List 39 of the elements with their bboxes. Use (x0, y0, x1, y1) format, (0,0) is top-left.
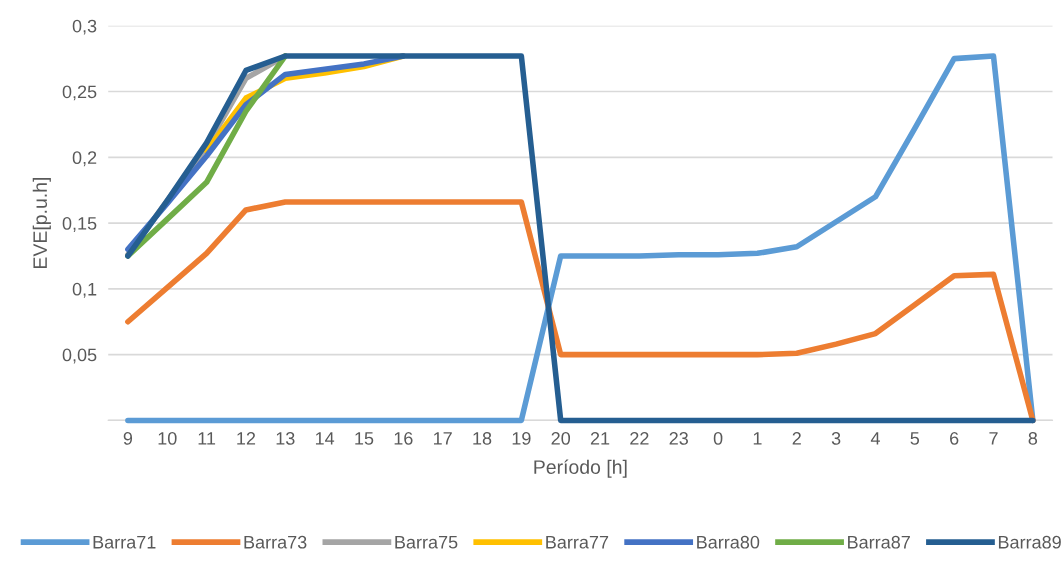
y-tick-label: 0,25 (62, 85, 97, 101)
x-tick-label: 4 (870, 432, 880, 445)
x-tick-label: 17 (433, 432, 452, 445)
legend-label: Barra80 (697, 535, 760, 549)
x-tick-label: 13 (276, 432, 295, 445)
x-tick-label: 11 (198, 432, 216, 445)
y-tick-label: 0,15 (62, 217, 97, 232)
y-axis-title: EVE[p.u.h] (32, 177, 51, 268)
x-tick-label: 9 (123, 432, 133, 445)
x-tick-label: 14 (315, 432, 335, 445)
x-tick-label: 16 (394, 432, 413, 445)
x-tick-label: 23 (669, 432, 688, 445)
legend-label: Barra89 (998, 535, 1061, 549)
x-tick-label: 22 (630, 432, 649, 445)
y-tick-label: 0,05 (62, 348, 97, 364)
x-tick-label: 2 (792, 432, 801, 445)
x-tick-label: 6 (950, 432, 959, 445)
legend-label: Barra75 (395, 536, 458, 549)
x-tick-label: 3 (831, 432, 841, 445)
legend-label: Barra73 (244, 535, 307, 549)
x-tick-label: 0 (713, 432, 723, 445)
x-tick-label: 10 (158, 432, 177, 445)
y-tick-label: 0,3 (72, 19, 97, 35)
x-tick-label: 1 (753, 432, 762, 445)
legend-label: Barra87 (848, 535, 910, 549)
x-tick-label: 12 (237, 432, 256, 445)
x-tick-label: 7 (989, 432, 998, 445)
x-tick-label: 20 (551, 432, 571, 445)
legend-label: Barra77 (546, 536, 609, 549)
legend-label: Barra71 (93, 536, 156, 549)
y-tick-label: 0,1 (72, 282, 97, 298)
x-tick-label: 19 (512, 432, 531, 445)
x-tick-label: 5 (910, 432, 920, 445)
y-tick-label: 0,2 (72, 151, 97, 167)
x-axis-title: Período [h] (534, 459, 627, 478)
x-tick-label: 21 (590, 432, 610, 445)
x-tick-label: 18 (473, 432, 492, 445)
x-tick-label: 15 (355, 432, 374, 445)
x-tick-label: 8 (1028, 432, 1038, 445)
